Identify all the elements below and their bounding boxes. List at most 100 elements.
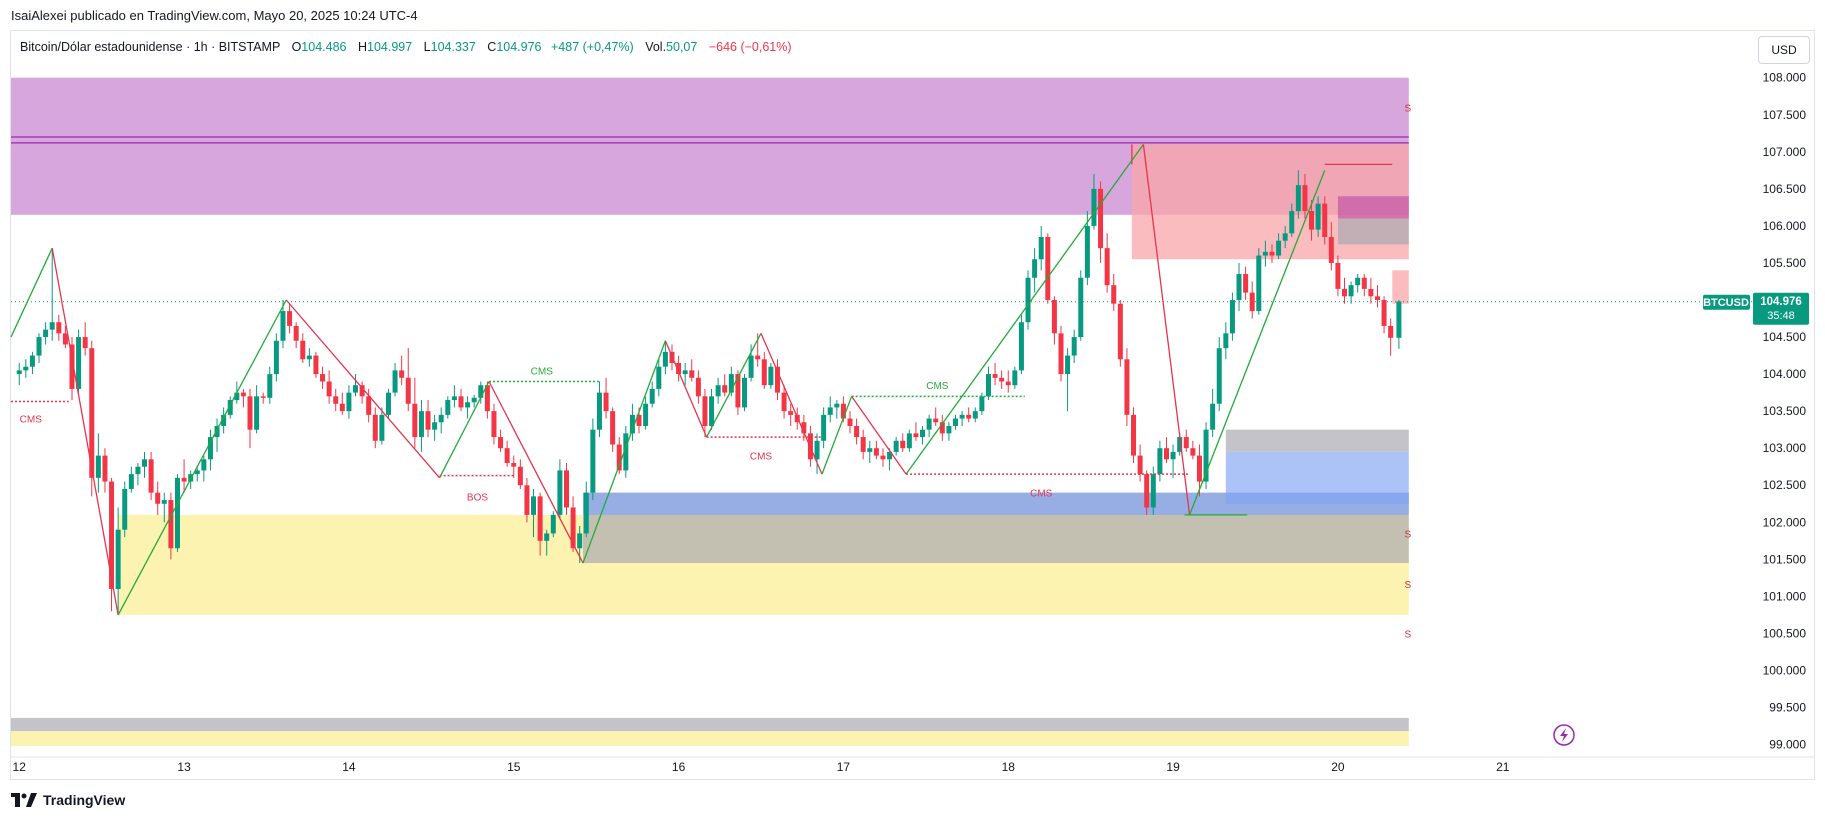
break-levels-layer: CMS BOS CMS CMS CMS CMS (11, 366, 1190, 503)
price-tick-label: 106.500 (1763, 182, 1807, 196)
candle-body (1137, 455, 1143, 475)
candle-body (366, 396, 372, 415)
candle-body (385, 392, 391, 415)
candle-body (906, 433, 912, 449)
candle-body (201, 459, 207, 471)
candle-body (1361, 277, 1367, 289)
candle-body (583, 492, 589, 534)
candle-body (814, 440, 820, 460)
candle-body (1348, 285, 1354, 297)
break-level-label: CMS (926, 381, 949, 392)
candle-body (1355, 277, 1361, 286)
candle-body (880, 455, 886, 460)
volume-value: 50,07 (666, 40, 698, 54)
candle-body (320, 374, 326, 382)
candle-body (972, 411, 978, 419)
time-tick-label: 20 (1331, 760, 1345, 774)
candle-body (952, 418, 958, 426)
candle-body (709, 396, 715, 426)
candle-body (76, 337, 82, 389)
zone-red (1392, 270, 1409, 304)
tradingview-logo-icon (11, 793, 37, 807)
candle-body (1025, 277, 1031, 323)
candle-body (689, 370, 695, 378)
swing-mark-label: S (1404, 629, 1411, 640)
zigzag-segment (51, 248, 119, 616)
candle-body (16, 370, 22, 375)
zigzag-segment (760, 333, 823, 475)
time-tick-label: 12 (13, 760, 27, 774)
candle-body (550, 514, 556, 534)
candle-body (854, 425, 860, 438)
candle-body (1018, 322, 1024, 371)
alert-icon[interactable] (1553, 724, 1575, 746)
candle-body (860, 437, 866, 452)
candle-body (1190, 448, 1196, 456)
candle-body (300, 340, 306, 360)
candle-body (715, 385, 721, 397)
candle-body (1295, 185, 1301, 212)
zone-gray (1225, 429, 1409, 452)
candles-layer (16, 170, 1402, 615)
price-axis: 108.000 107.500 107.000 106.500 106.000 105.5… (1763, 71, 1807, 752)
candle-body (379, 414, 385, 441)
zigzag-segment (438, 381, 490, 479)
swing-mark-label: S (1404, 580, 1411, 591)
candle-body (260, 396, 266, 398)
candle-body (827, 407, 833, 415)
time-tick-label: 14 (342, 760, 356, 774)
candle-body (504, 448, 510, 464)
candle-body (122, 488, 128, 530)
candle-body (695, 377, 701, 397)
candle-body (372, 414, 378, 441)
price-tick-label: 103.500 (1763, 404, 1807, 418)
candle-body (774, 366, 780, 393)
candle-body (840, 403, 846, 419)
candle-body (873, 448, 879, 456)
zigzag-segment (706, 333, 762, 438)
candle-body (531, 496, 537, 515)
candle-body (405, 377, 411, 404)
volume-change: −646 (−0,61%) (708, 40, 792, 54)
candle-body (392, 370, 398, 393)
candle-body (544, 533, 550, 541)
candle-body (1342, 288, 1348, 297)
candle-body (979, 396, 985, 412)
candle-body (1315, 203, 1321, 230)
candle-body (557, 470, 563, 515)
candle-body (1091, 188, 1097, 226)
right-marks-layer: S S S S (1404, 103, 1411, 640)
candle-body (735, 374, 741, 408)
candle-body (267, 374, 273, 398)
time-tick-label: 13 (177, 760, 191, 774)
currency-button[interactable]: USD (1758, 36, 1810, 64)
candle-body (1256, 255, 1262, 312)
symbol-title[interactable]: Bitcoin/Dólar estadounidense · 1h · BITS… (20, 40, 281, 54)
candle-body (313, 355, 319, 375)
zigzag-segment (488, 381, 584, 564)
candle-body (69, 344, 75, 389)
zone-gray (1337, 218, 1409, 245)
publication-attribution: IsaiAlexei publicado en TradingView.com,… (11, 8, 418, 23)
candle-body (926, 418, 932, 430)
candle-body (900, 440, 906, 449)
candle-body (992, 374, 998, 378)
candle-body (1131, 414, 1137, 456)
candle-body (109, 481, 115, 589)
candle-body (181, 477, 187, 482)
break-level-label: CMS (750, 452, 773, 463)
candle-body (643, 403, 649, 426)
candle-body (1269, 251, 1275, 256)
candle-body (418, 411, 424, 438)
candle-body (1170, 451, 1176, 460)
candle-body (1388, 325, 1394, 338)
break-level-label: BOS (467, 492, 488, 503)
price-tick-label: 104.500 (1763, 330, 1807, 344)
candle-body (1249, 292, 1255, 312)
footer-brand: TradingView (43, 792, 126, 808)
price-tick-label: 99.000 (1769, 738, 1806, 752)
candle-body (478, 385, 484, 398)
candle-body (867, 448, 873, 452)
candle-body (56, 322, 62, 334)
